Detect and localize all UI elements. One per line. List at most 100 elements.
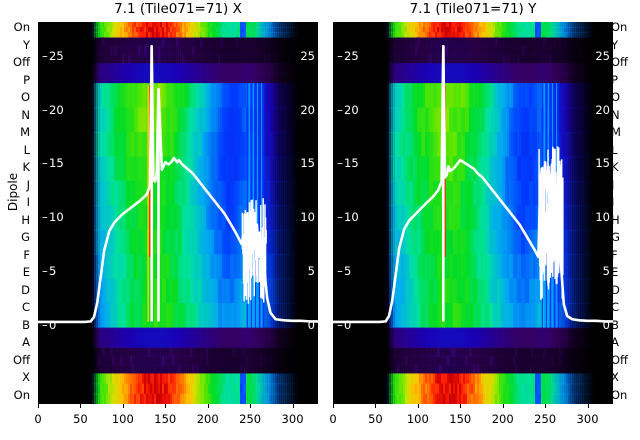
heatmap-panel-y[interactable]: –25 25 –20 20 –15 15 –10 10 –5 5 –0 0: [333, 22, 613, 404]
dipole-tick-label: O: [20, 90, 30, 105]
x-tick-label: 250: [239, 412, 262, 426]
inner-y-tick-right: 25: [300, 48, 315, 63]
inner-y-tick-left: –10: [337, 210, 359, 225]
dipole-tick-label: N: [21, 107, 30, 122]
rfi-spike: [157, 89, 160, 322]
dipole-tick-label: A: [22, 335, 30, 350]
dipole-tick-label: L: [23, 142, 30, 157]
inner-y-tick-right: 0: [602, 317, 610, 332]
dipole-tick-label: G: [611, 230, 620, 245]
dipole-tick-label: Off: [13, 55, 30, 70]
x-tick-label: 150: [154, 412, 177, 426]
x-tick-mark: [333, 404, 334, 408]
dipole-tick-label: Off: [13, 352, 30, 367]
x-tick-mark: [80, 404, 82, 408]
inner-y-tick-right: 15: [595, 156, 610, 171]
dipole-tick-label: J: [26, 177, 30, 192]
inner-y-tick-right: 5: [602, 263, 610, 278]
inner-y-tick-left: –20: [337, 102, 359, 117]
rfi-spike: [150, 46, 153, 322]
dipole-tick-label: C: [611, 300, 620, 315]
x-tick-label: 200: [491, 412, 514, 426]
dipole-tick-label: E: [22, 265, 30, 280]
dipole-tick-label: B: [22, 317, 30, 332]
x-axis-left: 0 50 100 150 200 250 300: [34, 404, 318, 438]
x-tick-mark: [165, 404, 167, 408]
dipole-tick-label: Y: [22, 37, 30, 52]
dipole-tick-label: F: [23, 247, 30, 262]
x-tick-label: 0: [329, 412, 337, 426]
dipole-tick-label: Off: [611, 55, 628, 70]
dipole-tick-label: Off: [611, 352, 628, 367]
x-tick-mark: [587, 404, 589, 408]
inner-y-tick-left: –20: [42, 102, 64, 117]
dipole-tick-label: D: [21, 282, 30, 297]
x-axis-right: 0 50 100 150 200 250 300: [329, 404, 613, 438]
dipole-tick-label: E: [611, 265, 619, 280]
dipole-tick-label: H: [21, 212, 30, 227]
inner-y-tick-left: –25: [42, 48, 64, 63]
dipole-tick-label: M: [611, 125, 621, 140]
x-tick-label: 100: [406, 412, 429, 426]
inner-y-tick-left: –0: [337, 317, 352, 332]
heatmap-canvas-y: [333, 22, 613, 404]
x-tick-mark: [292, 404, 294, 408]
heatmap-panel-x[interactable]: –25 25 –20 20 –15 15 –10 10 –5 5 –0 0: [38, 22, 318, 404]
rfi-spike: [442, 46, 445, 322]
dipole-tick-label: X: [611, 370, 619, 385]
dipole-tick-label: X: [22, 370, 30, 385]
inner-y-tick-left: –15: [42, 156, 64, 171]
x-tick-label: 250: [534, 412, 557, 426]
inner-y-tick-right: 20: [300, 102, 315, 117]
inner-y-tick-right: 25: [595, 48, 610, 63]
heatmap-canvas-x: [38, 22, 318, 404]
dipole-tick-label: M: [20, 125, 30, 140]
inner-y-tick-right: 10: [300, 210, 315, 225]
inner-y-tick-right: 0: [307, 317, 315, 332]
inner-y-tick-right: 15: [300, 156, 315, 171]
x-tick-mark: [38, 404, 39, 408]
dipole-tick-label: K: [611, 160, 619, 175]
dipole-tick-label: A: [611, 335, 619, 350]
dipole-tick-label: P: [23, 72, 30, 87]
x-tick-mark: [545, 404, 547, 408]
x-tick-label: 200: [196, 412, 219, 426]
x-tick-label: 50: [73, 412, 88, 426]
dipole-tick-label: G: [21, 230, 30, 245]
x-tick-label: 50: [368, 412, 383, 426]
inner-y-tick-left: –25: [337, 48, 359, 63]
dipole-tick-label: D: [611, 282, 620, 297]
x-tick-mark: [207, 404, 209, 408]
x-tick-mark: [250, 404, 252, 408]
dipole-tick-label: On: [611, 20, 628, 34]
dipole-ticks-left: On Y Off P O N M L K J I H G F E D C B A Off X On: [0, 20, 34, 404]
dipole-tick-label: C: [21, 300, 30, 315]
inner-y-tick-right: 10: [595, 210, 610, 225]
dipole-tick-label: B: [611, 317, 619, 332]
dipole-tick-label: F: [611, 247, 618, 262]
panel-title-y: 7.1 (Tile071=71) Y: [409, 1, 537, 17]
dipole-tick-label: P: [611, 72, 618, 87]
dipole-tick-label: Y: [611, 37, 619, 52]
dipole-tick-label: On: [13, 20, 30, 34]
dipole-tick-label: On: [611, 388, 628, 402]
inner-y-tick-left: –15: [337, 156, 359, 171]
inner-y-tick-right: 5: [307, 263, 315, 278]
dipole-tick-label: L: [611, 142, 618, 157]
x-tick-mark: [502, 404, 504, 408]
x-tick-label: 0: [34, 412, 42, 426]
panel-title-x: 7.1 (Tile071=71) X: [114, 1, 242, 17]
x-tick-mark: [417, 404, 419, 408]
dipole-tick-label: N: [611, 107, 620, 122]
x-tick-mark: [122, 404, 124, 408]
inner-y-tick-right: 20: [595, 102, 610, 117]
dipole-tick-label: H: [611, 212, 620, 227]
inner-y-tick-left: –5: [42, 263, 57, 278]
x-tick-label: 300: [576, 412, 599, 426]
inner-y-tick-left: –5: [337, 263, 352, 278]
x-tick-mark: [460, 404, 462, 408]
x-tick-label: 100: [111, 412, 134, 426]
dipole-tick-label: I: [26, 195, 30, 210]
dipole-tick-label: O: [611, 90, 621, 105]
